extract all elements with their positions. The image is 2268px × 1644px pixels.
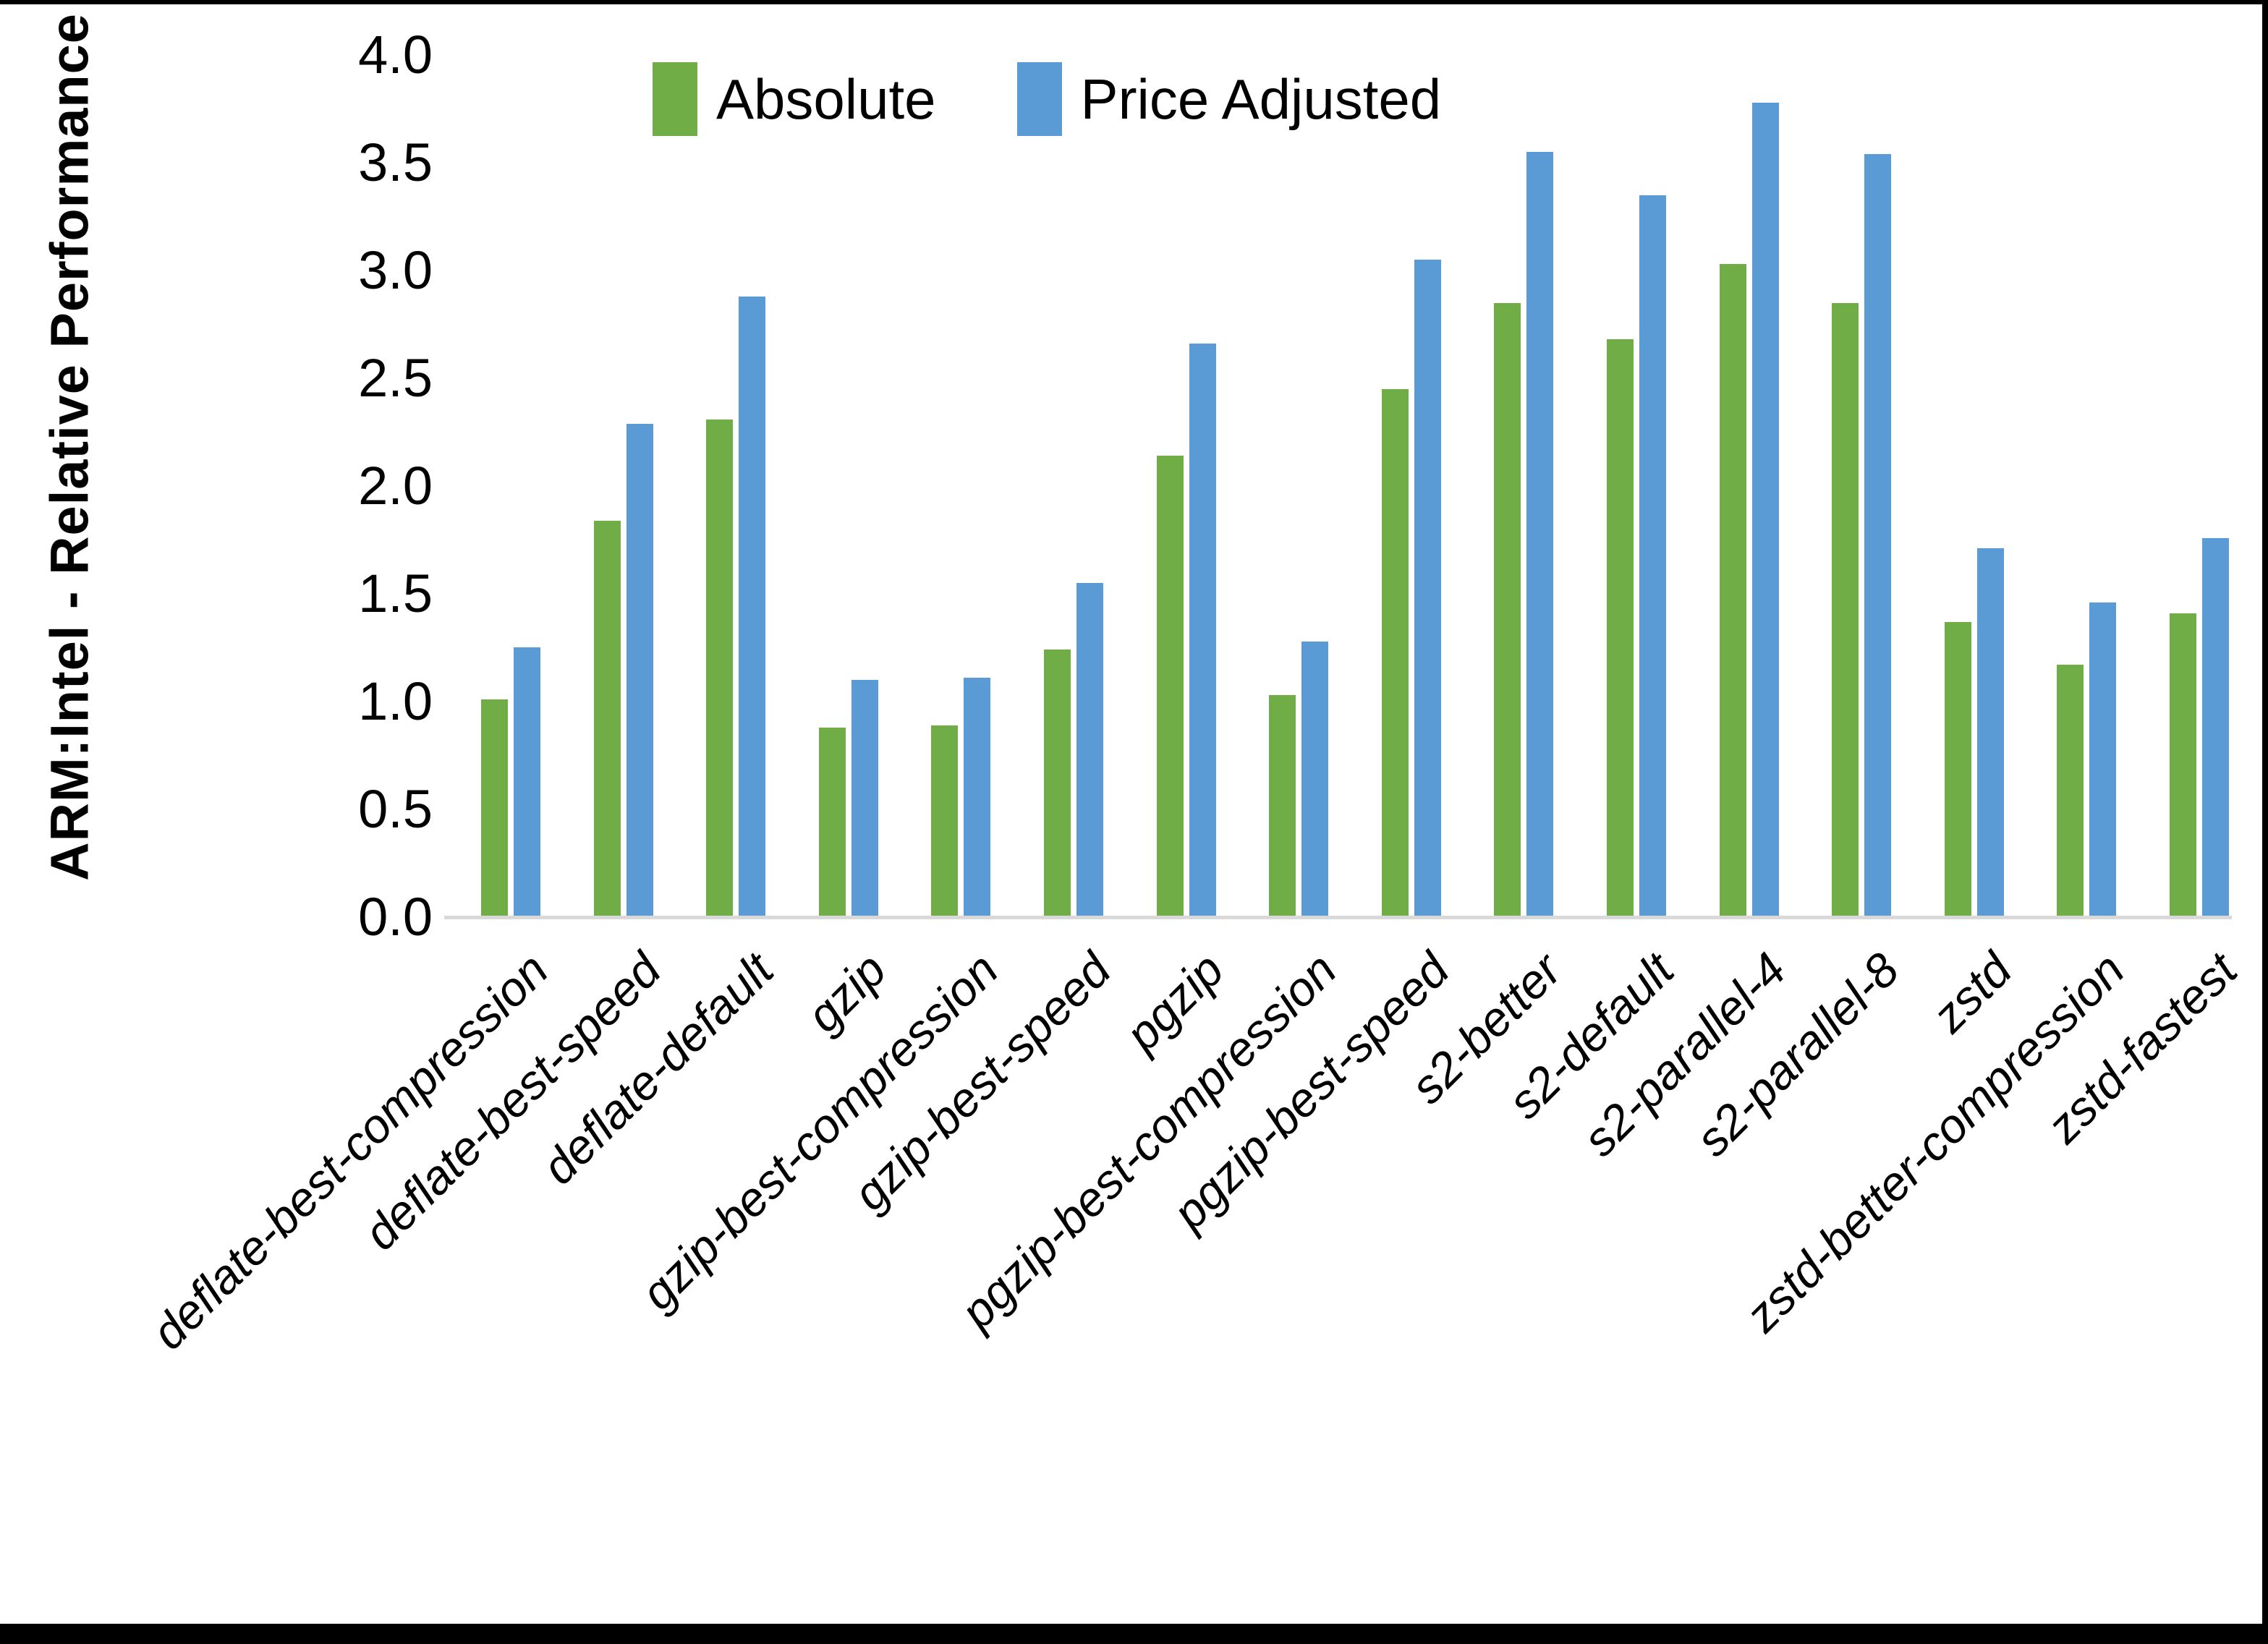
- legend-item-absolute: Absolute: [653, 62, 936, 136]
- x-category-label: gzip: [796, 942, 896, 1043]
- bar-absolute: [2057, 665, 2084, 917]
- y-tick-label: 1.0: [358, 671, 433, 731]
- y-tick-label: 0.0: [358, 887, 433, 947]
- y-axis-title: ARM:Intel - Relative Performance: [39, 13, 100, 881]
- legend-swatch-absolute-icon: [653, 62, 697, 136]
- bar-price-adjusted: [739, 297, 766, 917]
- y-tick-label: 2.0: [358, 456, 433, 516]
- chart-legend: Absolute Price Adjusted: [653, 62, 1441, 136]
- y-tick-label: 1.5: [358, 563, 433, 623]
- bar-absolute: [1494, 303, 1521, 917]
- legend-swatch-price-adjusted-icon: [1016, 62, 1062, 136]
- y-tick-label: 3.0: [358, 240, 433, 300]
- bar-absolute: [706, 419, 734, 917]
- bar-absolute: [2170, 613, 2196, 917]
- y-tick-label: 2.5: [358, 348, 433, 408]
- bar-price-adjusted: [2089, 602, 2117, 917]
- y-tick-label: 0.5: [358, 779, 433, 839]
- x-category-label: zstd: [1921, 942, 2022, 1043]
- bar-absolute: [1607, 339, 1634, 917]
- bar-price-adjusted: [1301, 642, 1329, 917]
- bar-price-adjusted: [964, 678, 991, 917]
- bar-price-adjusted: [1976, 548, 2004, 917]
- bar-absolute: [1269, 695, 1296, 917]
- bar-price-adjusted: [1864, 154, 1892, 917]
- bar-price-adjusted: [514, 647, 540, 917]
- bar-price-adjusted: [1414, 260, 1441, 917]
- y-tick-label: 3.5: [358, 132, 433, 192]
- bar-price-adjusted: [1189, 344, 1216, 917]
- bar-price-adjusted: [1526, 152, 1554, 917]
- legend-label-price-adjusted: Price Adjusted: [1080, 67, 1442, 131]
- bar-absolute: [1719, 264, 1746, 917]
- bar-absolute: [593, 521, 621, 917]
- bar-absolute: [1381, 389, 1409, 917]
- bar-price-adjusted: [1639, 195, 1666, 917]
- bar-absolute: [481, 699, 508, 917]
- bar-price-adjusted: [626, 424, 653, 917]
- bar-absolute: [1156, 456, 1184, 917]
- bar-price-adjusted: [1751, 103, 1779, 917]
- legend-label-absolute: Absolute: [716, 67, 936, 131]
- bar-absolute: [1832, 303, 1859, 917]
- bar-price-adjusted: [2202, 538, 2229, 917]
- x-axis-line: [444, 916, 2232, 919]
- bar-absolute: [931, 725, 959, 917]
- y-tick-label: 4.0: [358, 25, 433, 85]
- bar-absolute: [1044, 649, 1071, 917]
- bar-price-adjusted: [1076, 583, 1103, 917]
- bar-price-adjusted: [851, 680, 878, 917]
- bar-absolute: [818, 728, 846, 917]
- legend-item-price-adjusted: Price Adjusted: [1016, 62, 1442, 136]
- bar-absolute: [1944, 622, 1971, 917]
